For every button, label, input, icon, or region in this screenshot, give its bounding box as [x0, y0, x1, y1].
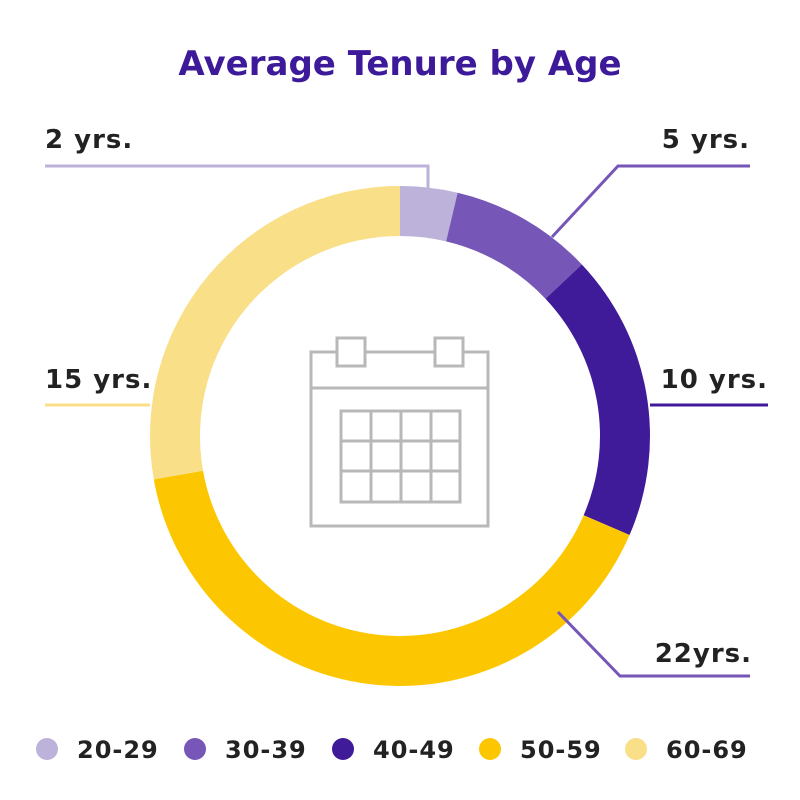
- leader-line-50-59: [556, 610, 750, 678]
- value-label-20-29: 2 yrs.: [45, 125, 133, 155]
- legend-item-20-29: 20-29: [36, 736, 159, 764]
- legend-label: 30-39: [225, 736, 307, 764]
- legend-item-30-39: 30-39: [184, 736, 307, 764]
- donut-slice-50-59: [153, 470, 630, 687]
- value-label-40-49: 10 yrs.: [661, 365, 768, 395]
- legend-swatch: [36, 738, 58, 760]
- value-label-50-59: 22yrs.: [655, 639, 752, 669]
- legend-item-50-59: 50-59: [479, 736, 602, 764]
- legend-label: 60-69: [666, 736, 748, 764]
- legend-label: 50-59: [520, 736, 602, 764]
- donut-slices: [149, 186, 650, 687]
- donut-slice-30-39: [446, 192, 582, 299]
- chart-title: Average Tenure by Age: [178, 44, 621, 84]
- value-label-30-39: 5 yrs.: [662, 125, 750, 155]
- donut-slice-60-69: [149, 186, 400, 480]
- legend-swatch: [184, 738, 206, 760]
- calendar-icon: [309, 336, 490, 528]
- value-labels: 2 yrs. 5 yrs. 10 yrs. 22yrs. 15 yrs.: [45, 125, 768, 669]
- donut-slice-40-49: [545, 264, 650, 536]
- leader-line-20-29: [45, 164, 430, 188]
- legend-label: 40-49: [373, 736, 455, 764]
- legend-swatch: [625, 738, 647, 760]
- leader-lines: [45, 164, 768, 678]
- donut-slice-20-29: [400, 186, 458, 242]
- legend: 20-29 30-39 40-49 50-59 60-69: [36, 736, 748, 764]
- legend-swatch: [332, 738, 354, 760]
- legend-swatch: [479, 738, 501, 760]
- value-label-60-69: 15 yrs.: [45, 365, 152, 395]
- legend-item-40-49: 40-49: [332, 736, 455, 764]
- legend-label: 20-29: [77, 736, 159, 764]
- legend-item-60-69: 60-69: [625, 736, 748, 764]
- leader-line-30-39: [550, 164, 750, 239]
